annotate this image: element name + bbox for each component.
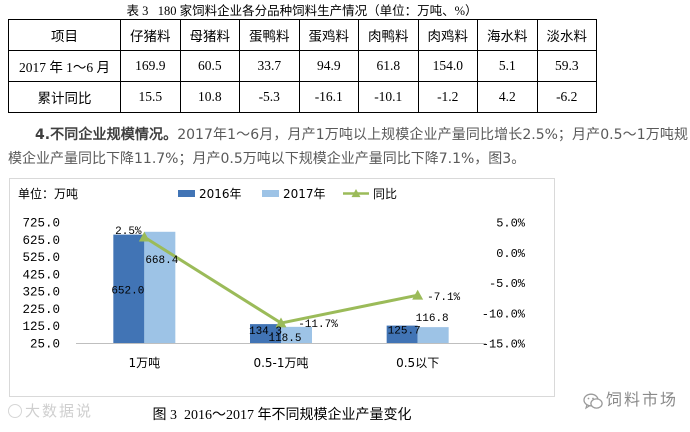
bar	[250, 324, 281, 343]
table-cell: 5.1	[477, 50, 538, 82]
y-right-tick-label: -15.0%	[482, 338, 526, 352]
section-body: 2017年1～6月，月产1万吨以上规模企业产量同比增长2.5%；月产0.5～1万…	[8, 127, 688, 167]
bar-data-label: 668.4	[145, 255, 178, 267]
header-cell: 蛋鸭料	[239, 19, 300, 51]
table-cell: 59.3	[536, 50, 597, 82]
table-cell: -5.3	[239, 81, 300, 113]
bar-data-label: 116.8	[416, 313, 449, 325]
y-left-tick-label: 225.0	[22, 303, 60, 317]
header-cell-item: 项目	[8, 19, 121, 51]
y-left-tick-label: 725.0	[22, 217, 60, 231]
table-cell: 169.9	[120, 50, 181, 82]
table-row: 累计同比 15.5 10.8 -5.3 -16.1 -10.1 -1.2 4.2 -6.2	[8, 81, 597, 113]
legend-label: 2016年	[199, 187, 242, 201]
yoy-data-label: 2.5%	[115, 226, 142, 238]
bar-data-label: 134.3	[249, 326, 282, 338]
header-cell: 淡水料	[536, 19, 597, 51]
copyright-logo-icon	[8, 404, 22, 418]
table-cell: -6.2	[536, 81, 597, 113]
legend-label: 同比	[373, 187, 397, 201]
row-label-cell: 累计同比	[8, 81, 121, 113]
x-category-label: 0.5以下	[396, 356, 439, 370]
y-left-tick-label: 25.0	[30, 338, 60, 352]
table-cell: 61.8	[358, 50, 419, 82]
wechat-bubble-small	[590, 398, 603, 409]
unit-label: 单位：万吨	[18, 186, 78, 201]
bar	[417, 327, 449, 343]
table-row: 2017 年 1～6 月 169.9 60.5 33.7 94.9 61.8 154.0 5.…	[8, 50, 597, 82]
table-cell: 154.0	[417, 50, 478, 82]
wechat-icon	[583, 393, 603, 410]
header-cell: 肉鸭料	[358, 19, 419, 51]
table-cell: -10.1	[358, 81, 419, 113]
table-cell: 94.9	[298, 50, 359, 82]
wechat-eye	[592, 397, 594, 400]
table-cell: 60.5	[179, 50, 240, 82]
y-left-tick-label: 625.0	[22, 234, 60, 248]
header-cell: 海水料	[477, 19, 538, 51]
legend-swatch	[178, 190, 195, 197]
bar-data-label: 652.0	[111, 286, 144, 298]
yoy-data-label: -7.1%	[427, 292, 460, 304]
bar	[281, 326, 312, 343]
bar-data-label: 125.7	[388, 326, 421, 338]
legend-marker	[351, 189, 361, 198]
y-left-tick-label: 325.0	[22, 286, 60, 300]
table-cell: 4.2	[477, 81, 538, 113]
bar	[113, 234, 145, 343]
row-label-cell: 2017 年 1～6 月	[8, 50, 121, 82]
header-cell: 蛋鸡料	[298, 19, 359, 51]
table-cell: 33.7	[239, 50, 300, 82]
y-right-tick-label: 0.0%	[496, 247, 526, 261]
table-header-row: 项目 仔猪料 母猪料 蛋鸭料 蛋鸡料 肉鸭料 肉鸡料 海水料 淡水料	[8, 19, 597, 51]
bar	[144, 231, 176, 343]
y-right-tick-label: -10.0%	[482, 307, 526, 321]
bar	[386, 325, 418, 343]
table-cell: 10.8	[179, 81, 240, 113]
table-cell: -1.2	[417, 81, 478, 113]
y-left-tick-label: 125.0	[22, 320, 60, 334]
table-head: 项目 仔猪料 母猪料 蛋鸭料 蛋鸡料 肉鸭料 肉鸡料 海水料 淡水料	[8, 19, 597, 51]
header-cell: 母猪料	[179, 19, 240, 51]
production-chart: 单位：万吨 2016年 2017年 同比 725.0 625.0 525.0 425.0 325…	[9, 178, 555, 397]
yoy-data-label: -11.7%	[298, 319, 338, 331]
table-body: 2017 年 1～6 月 169.9 60.5 33.7 94.9 61.8 154.0 5.…	[8, 50, 597, 113]
chart-caption: 图 3 2016～2017 年不同规模企业产量变化	[152, 408, 412, 423]
legend-swatch	[262, 190, 279, 197]
x-category-label: 1万吨	[129, 356, 161, 370]
table-title: 表 3 180 家饲料企业各分品种饲料生产情况（单位：万吨、%）	[126, 4, 478, 18]
y-right-tick-label: 5.0%	[496, 217, 526, 231]
watermark-right-text: 饲料市场	[606, 390, 679, 409]
wechat-bubble-tail	[584, 404, 591, 410]
chart-frame	[9, 178, 555, 397]
y-left-tick-label: 525.0	[22, 251, 60, 265]
y-right-tick-label: -5.0%	[489, 277, 526, 291]
wechat-eye	[587, 397, 590, 400]
bar-data-label: 118.5	[268, 333, 301, 345]
x-category-label: 0.5-1万吨	[253, 356, 308, 370]
header-cell: 肉鸡料	[417, 19, 478, 51]
header-cell: 仔猪料	[120, 19, 181, 51]
watermark-left-text: 大数据说	[25, 402, 94, 420]
table-cell: -16.1	[298, 81, 359, 113]
legend-label: 2017年	[283, 187, 326, 201]
yoy-marker	[275, 317, 287, 328]
yoy-marker	[138, 231, 150, 242]
y-left-tick-label: 425.0	[22, 268, 60, 282]
yoy-marker	[412, 289, 424, 300]
table-cell: 15.5	[120, 81, 181, 113]
section-lead: 4.不同企业规模情况。	[35, 127, 178, 143]
section-paragraph: 4.不同企业规模情况。2017年1～6月，月产1万吨以上规模企业产量同比增长2.…	[8, 123, 688, 171]
